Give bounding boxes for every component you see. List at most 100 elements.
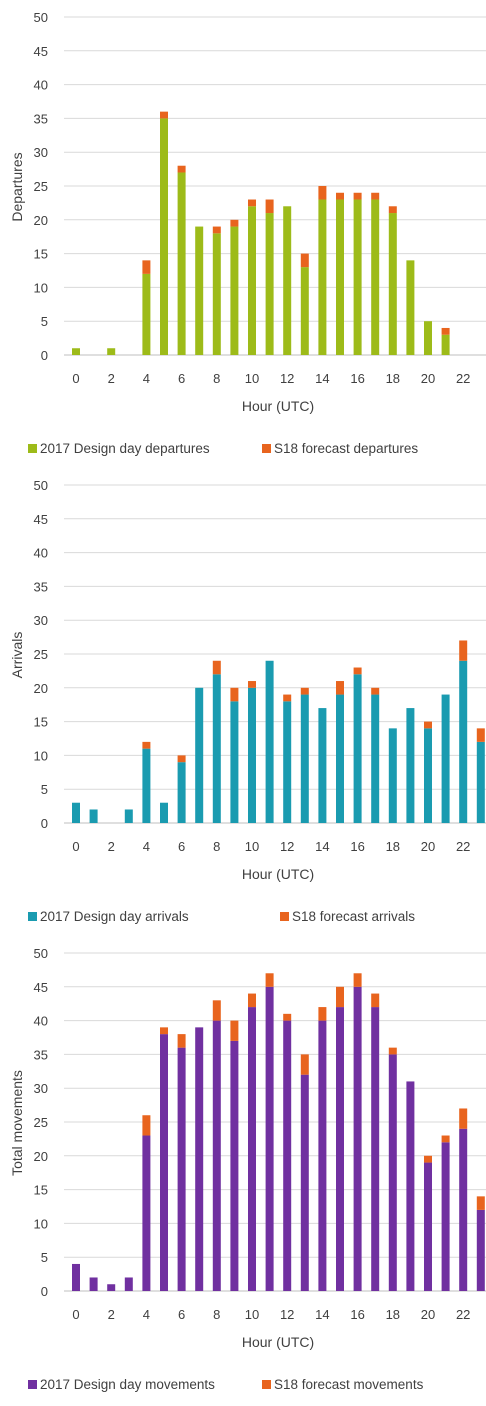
arrivals-x-tick-label: 0 (72, 839, 79, 854)
arrivals-bar-forecast (371, 687, 380, 695)
arrivals-bar-base (476, 741, 485, 823)
movements-bar-forecast (230, 1020, 239, 1041)
arrivals-y-tick-label: 20 (34, 681, 48, 696)
arrivals-y-tick-label: 15 (34, 715, 48, 730)
arrivals-bar-base (406, 708, 415, 823)
arrivals-legend-swatch (280, 912, 289, 921)
movements-bar-base (476, 1209, 485, 1291)
arrivals-bar-base (89, 809, 98, 823)
arrivals-chart: Arrivals Hour (UTC) 05101520253035404550… (9, 478, 486, 924)
movements-legend-label: S18 forecast movements (274, 1377, 424, 1392)
arrivals-x-tick-label: 8 (213, 839, 220, 854)
arrivals-y-tick-label: 45 (34, 512, 48, 527)
departures-legend-swatch (28, 444, 37, 453)
movements-y-tick-label: 40 (34, 1014, 48, 1029)
departures-bar-base (388, 213, 397, 355)
movements-bar-forecast (371, 993, 380, 1008)
departures-x-tick-label: 12 (280, 371, 294, 386)
arrivals-bar-forecast (476, 728, 485, 742)
arrivals-y-tick-label: 5 (41, 782, 48, 797)
movements-y-tick-label: 15 (34, 1183, 48, 1198)
movements-x-tick-label: 12 (280, 1307, 294, 1322)
movements-bar-base (230, 1040, 239, 1291)
arrivals-bar-base (459, 660, 468, 823)
arrivals-x-tick-label: 12 (280, 839, 294, 854)
movements-x-tick-label: 14 (315, 1307, 329, 1322)
arrivals-bar-base (248, 687, 256, 823)
arrivals-bar-base (265, 660, 274, 823)
movements-bar-base (388, 1054, 397, 1291)
departures-bar-forecast (318, 186, 327, 200)
arrivals-bar-base (318, 708, 327, 823)
movements-bar-base (459, 1128, 468, 1291)
movements-bar-base (212, 1020, 221, 1291)
arrivals-bar-base (371, 694, 380, 823)
departures-legend-label: 2017 Design day departures (40, 441, 210, 456)
departures-bar-base (177, 172, 186, 355)
departures-y-axis-title: Departures (9, 152, 25, 221)
movements-bar-forecast (265, 973, 274, 987)
departures-bar-forecast (336, 192, 344, 200)
arrivals-y-tick-label: 0 (41, 816, 48, 831)
movements-x-axis-title: Hour (UTC) (242, 1334, 314, 1350)
arrivals-bar-base (72, 802, 80, 823)
departures-x-tick-label: 0 (72, 371, 79, 386)
movements-x-tick-label: 16 (350, 1307, 364, 1322)
movements-bar-base (89, 1277, 98, 1291)
departures-bar-forecast (248, 199, 256, 207)
arrivals-y-tick-label: 35 (34, 579, 48, 594)
arrivals-legend-label: 2017 Design day arrivals (40, 909, 189, 924)
arrivals-legend-label: S18 forecast arrivals (292, 909, 415, 924)
arrivals-bar-base (388, 728, 397, 823)
movements-bar-base (195, 1027, 204, 1291)
movements-bar-base (107, 1284, 116, 1291)
movements-bar-base (142, 1135, 151, 1291)
departures-x-tick-label: 18 (386, 371, 400, 386)
departures-bar-forecast (353, 192, 362, 200)
departures-x-tick-label: 4 (143, 371, 150, 386)
movements-x-tick-label: 6 (178, 1307, 185, 1322)
arrivals-x-tick-label: 18 (386, 839, 400, 854)
movements-bar-forecast (424, 1155, 432, 1163)
movements-legend-swatch (28, 1380, 37, 1389)
movements-bar-base (406, 1081, 415, 1291)
movements-bar-base (353, 986, 362, 1291)
arrivals-x-tick-label: 22 (456, 839, 470, 854)
movements-bar-base (371, 1007, 380, 1291)
departures-bar-base (142, 273, 151, 355)
movements-bar-base (283, 1020, 292, 1291)
movements-bar-base (72, 1263, 80, 1291)
departures-bar-base (300, 267, 309, 355)
departures-x-axis-title: Hour (UTC) (242, 398, 314, 414)
departures-x-tick-label: 14 (315, 371, 329, 386)
arrivals-y-tick-label: 10 (34, 748, 48, 763)
arrivals-bar-forecast (459, 640, 468, 661)
departures-bar-forecast (177, 165, 186, 173)
departures-y-tick-label: 40 (34, 78, 48, 93)
movements-bar-base (124, 1277, 133, 1291)
departures-bar-base (195, 226, 204, 355)
departures-x-tick-label: 20 (421, 371, 435, 386)
arrivals-x-tick-label: 4 (143, 839, 150, 854)
arrivals-bar-base (177, 762, 186, 823)
movements-bar-base (441, 1142, 450, 1291)
movements-y-tick-label: 45 (34, 980, 48, 995)
departures-bar-base (212, 233, 221, 355)
arrivals-bar-base (353, 674, 362, 823)
arrivals-bar-base (424, 728, 432, 823)
movements-x-tick-label: 8 (213, 1307, 220, 1322)
movements-legend-label: 2017 Design day movements (40, 1377, 215, 1392)
movements-bar-base (248, 1007, 256, 1291)
departures-bar-forecast (160, 111, 168, 119)
movements-bar-forecast (318, 1007, 327, 1021)
departures-y-tick-label: 50 (34, 10, 48, 25)
arrivals-bar-base (283, 701, 292, 823)
arrivals-bar-base (336, 694, 344, 823)
departures-y-tick-label: 0 (41, 348, 48, 363)
arrivals-x-tick-label: 2 (108, 839, 115, 854)
departures-bar-base (353, 199, 362, 355)
arrivals-bar-forecast (283, 694, 292, 702)
departures-bar-forecast (230, 219, 239, 227)
departures-x-tick-label: 16 (350, 371, 364, 386)
arrivals-y-tick-label: 50 (34, 478, 48, 493)
